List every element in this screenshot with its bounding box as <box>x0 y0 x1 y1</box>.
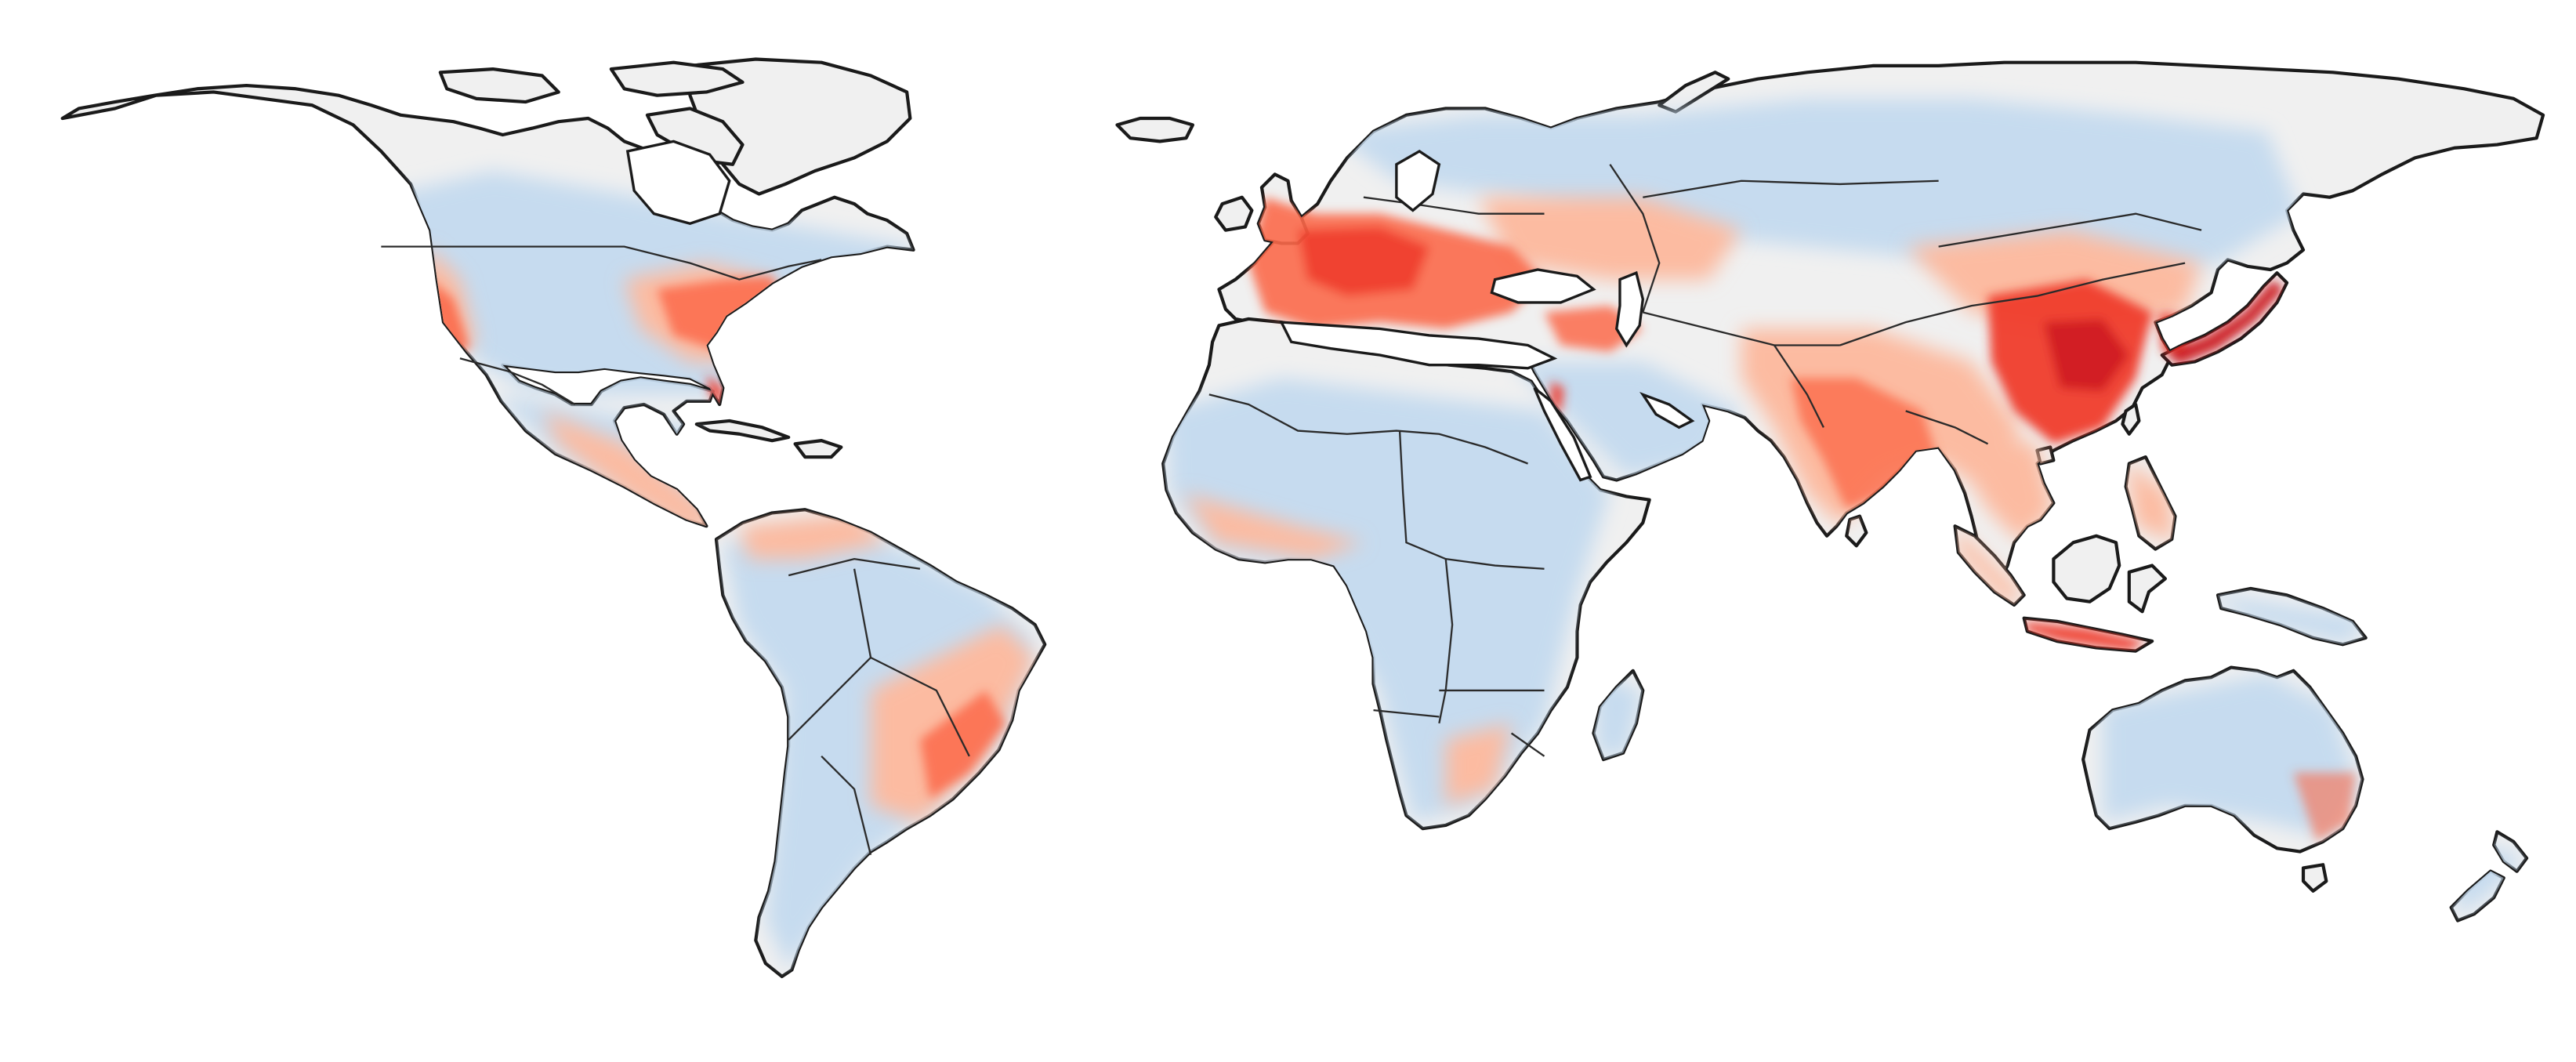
mediterranean-sea <box>1279 321 1558 370</box>
us-mexico-border <box>459 357 576 405</box>
sulawesi-landmass <box>2127 564 2168 614</box>
baffin-island <box>645 107 745 166</box>
lakes-layer <box>625 140 1695 482</box>
caspian-sea <box>1615 270 1645 348</box>
ireland-landmass <box>1214 195 1254 232</box>
baltic-sea <box>1395 150 1441 212</box>
sri-lanka-landmass <box>1845 514 1868 548</box>
hispaniola-landmass <box>793 439 843 459</box>
iceland-landmass <box>1115 116 1195 143</box>
cuba-landmass <box>694 419 791 443</box>
victoria-island <box>438 67 560 104</box>
country-borders <box>381 164 2202 855</box>
black-sea <box>1490 268 1596 304</box>
eurasia-borders <box>1363 164 2202 445</box>
persian-gulf <box>1639 392 1695 430</box>
taiwan-landmass <box>2121 402 2141 436</box>
new-zealand-north-island <box>2492 830 2529 873</box>
ellesmere-island <box>609 60 745 97</box>
south-america-borders <box>788 557 970 855</box>
hudson-bay <box>625 140 731 226</box>
africa-borders <box>1208 393 1545 757</box>
borneo-landmass <box>2052 534 2121 603</box>
us-canada-border <box>381 245 822 281</box>
tasmania-landmass <box>2301 863 2328 893</box>
red-sea <box>1533 386 1592 482</box>
